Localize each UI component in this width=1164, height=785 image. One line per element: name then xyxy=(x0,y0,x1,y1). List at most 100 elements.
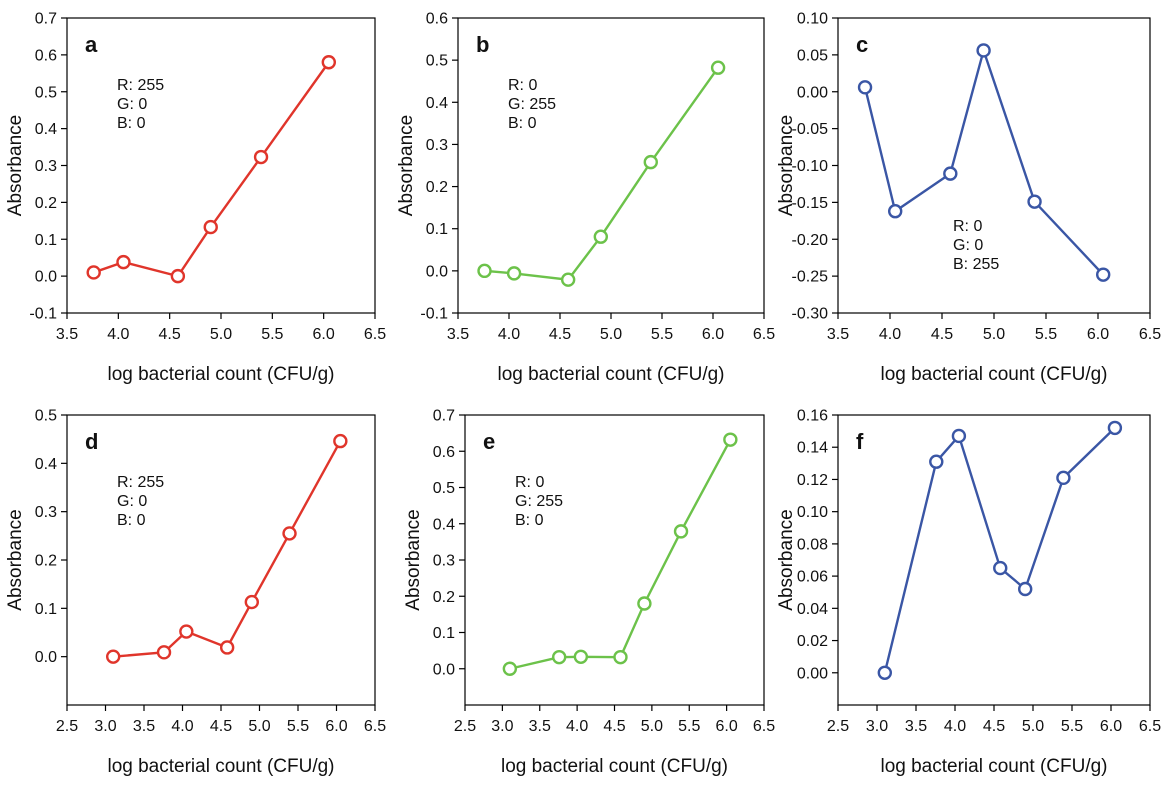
panel-e-x-tick-label: 6.5 xyxy=(753,718,775,735)
panel-d-x-tick-label: 4.5 xyxy=(210,718,232,735)
panel-e-data-point xyxy=(637,596,652,611)
panel-c-y-axis-title: Absorbance xyxy=(776,115,797,216)
panel-b: 3.5 4.0 4.5 5.0 5.5 6.0 6.5 -0.1 0.0 0.1 0.2 0.3 0.4… xyxy=(396,11,775,386)
panel-a-y-tick-label: 0.6 xyxy=(35,47,57,64)
panel-e-y-tick-label: 0.6 xyxy=(433,444,455,461)
panel-e-data-point xyxy=(551,649,567,665)
panel-f-x-tick-label: 6.0 xyxy=(1100,718,1122,735)
panel-e-x-tick-label: 5.5 xyxy=(678,718,700,735)
panel-c-y-tick-label: -0.25 xyxy=(792,269,829,286)
panel-a-rgb-note: B: 0 xyxy=(117,115,146,132)
panel-d: 2.5 3.0 3.5 4.0 4.5 5.0 5.5 6.0 6.5 0.0 0.1 0.2 0.3 0… xyxy=(5,408,386,778)
panel-a-rgb-note: R: 255 xyxy=(117,77,164,94)
panel-e-x-tick-label: 2.5 xyxy=(454,718,476,735)
panel-b-rgb-note: G: 255 xyxy=(508,96,556,113)
panel-b-x-tick-label: 5.5 xyxy=(651,326,673,343)
panel-a-y-axis-title: Absorbance xyxy=(5,115,26,216)
panel-d-y-tick-label: 0.3 xyxy=(35,504,57,521)
panel-c-x-tick-label: 4.5 xyxy=(931,326,953,343)
panel-f-data-point xyxy=(929,454,944,469)
panel-f-x-tick-label: 3.0 xyxy=(866,718,888,735)
panel-f-x-tick-label: 5.0 xyxy=(1022,718,1044,735)
panel-d-data-point xyxy=(282,526,297,541)
panel-d-data-point xyxy=(244,594,260,610)
panel-a-x-tick-label: 5.5 xyxy=(261,326,283,343)
panel-e-rgb-note: G: 255 xyxy=(515,493,563,510)
panel-d-y-tick-label: 0.2 xyxy=(35,553,57,570)
panel-c-x-tick-label: 6.0 xyxy=(1087,326,1109,343)
panel-a-data-point xyxy=(253,149,269,165)
panel-c-x-tick-label: 6.5 xyxy=(1139,326,1161,343)
panel-e-y-tick-label: 0.3 xyxy=(433,553,455,570)
panel-f-x-tick-label: 5.5 xyxy=(1061,718,1083,735)
panel-a-y-tick-label: 0.5 xyxy=(35,84,57,101)
panel-c: 3.5 4.0 4.5 5.0 5.5 6.0 6.5 -0.30 -0.25 -0.20 -0.1… xyxy=(776,11,1161,386)
panel-b-y-tick-label: 0.4 xyxy=(426,95,448,112)
panel-b-rgb-note: B: 0 xyxy=(508,115,537,132)
panel-b-y-tick-label: 0.3 xyxy=(426,137,448,154)
panel-d-rgb-note: G: 0 xyxy=(117,493,147,510)
panel-d-data-point xyxy=(219,640,235,655)
panel-a-x-tick-label: 3.5 xyxy=(56,326,78,343)
panel-c-rgb-note: G: 0 xyxy=(953,237,983,254)
panel-d-letter: d xyxy=(85,429,98,454)
panel-d-x-tick-label: 6.5 xyxy=(364,718,386,735)
panel-a: 3.5 4.0 4.5 5.0 5.5 6.0 6.5 -0.1 0.0 0.1 0.2 0.3 0.4… xyxy=(5,11,386,386)
panel-e-x-tick-label: 3.0 xyxy=(491,718,513,735)
panel-f-x-tick-label: 4.5 xyxy=(983,718,1005,735)
panel-a-x-tick-label: 4.0 xyxy=(107,326,129,343)
panel-e: 2.5 3.0 3.5 4.0 4.5 5.0 5.5 6.0 6.5 0.0 0.1 0.2 0.3 0… xyxy=(403,408,775,778)
panel-f-y-tick-label: 0.02 xyxy=(797,633,828,650)
panel-a-y-tick-label: 0.2 xyxy=(35,195,57,212)
panel-e-data-point xyxy=(502,661,518,676)
panel-f-y-tick-label: 0.14 xyxy=(797,440,828,457)
panel-f-data-point xyxy=(877,665,892,680)
panel-b-data-point xyxy=(560,272,576,287)
panel-a-data-point xyxy=(86,265,101,280)
panel-a-x-tick-label: 6.0 xyxy=(313,326,335,343)
panel-e-y-tick-label: 0.0 xyxy=(433,661,455,678)
panel-f-x-tick-label: 3.5 xyxy=(905,718,927,735)
panel-d-x-axis-title: log bacterial count (CFU/g) xyxy=(107,756,334,777)
panel-b-y-axis-title: Absorbance xyxy=(396,115,417,216)
panel-d-y-tick-label: 0.0 xyxy=(35,649,57,666)
panel-a-data-point xyxy=(116,254,131,270)
panel-f-letter: f xyxy=(856,429,864,454)
panel-e-y-tick-label: 0.1 xyxy=(433,625,455,642)
panel-b-x-axis-title: log bacterial count (CFU/g) xyxy=(497,364,724,385)
panel-b-data-point xyxy=(710,60,726,75)
panel-d-y-tick-label: 0.4 xyxy=(35,456,57,473)
panel-b-y-tick-label: 0.2 xyxy=(426,179,448,196)
panel-b-x-tick-label: 5.0 xyxy=(600,326,622,343)
panel-b-x-tick-label: 6.0 xyxy=(702,326,724,343)
panel-d-y-tick-label: 0.1 xyxy=(35,601,57,618)
panel-c-y-tick-label: -0.30 xyxy=(792,306,829,323)
panel-e-data-point xyxy=(723,432,738,447)
panel-e-data-point xyxy=(673,524,689,539)
panel-c-x-tick-label: 5.0 xyxy=(983,326,1005,343)
panel-b-data-point xyxy=(643,154,658,170)
panel-e-x-tick-label: 4.5 xyxy=(603,718,625,735)
panel-a-x-tick-label: 4.5 xyxy=(159,326,181,343)
panel-c-x-tick-label: 3.5 xyxy=(827,326,849,343)
panel-b-x-tick-label: 4.5 xyxy=(549,326,571,343)
panel-e-y-tick-label: 0.7 xyxy=(433,408,455,425)
panel-e-rgb-note: B: 0 xyxy=(515,512,544,529)
panel-d-data-point xyxy=(333,433,348,449)
panel-a-data-point xyxy=(170,268,186,284)
panel-f-data-point xyxy=(1056,470,1071,486)
panel-c-y-tick-label: 0.10 xyxy=(797,11,828,28)
panel-a-x-axis-title: log bacterial count (CFU/g) xyxy=(107,364,334,385)
panel-d-x-tick-label: 5.5 xyxy=(287,718,309,735)
panel-c-x-axis-title: log bacterial count (CFU/g) xyxy=(880,364,1107,385)
panel-c-data-point xyxy=(857,80,873,95)
panel-e-y-tick-label: 0.2 xyxy=(433,589,455,606)
panel-f-y-tick-label: 0.00 xyxy=(797,665,828,682)
panel-a-data-point xyxy=(203,219,218,235)
panel-e-x-tick-label: 6.0 xyxy=(716,718,738,735)
panel-e-x-tick-label: 4.0 xyxy=(566,718,588,735)
panel-a-rgb-note: G: 0 xyxy=(117,96,147,113)
panel-e-y-tick-label: 0.5 xyxy=(433,480,455,497)
panel-b-y-tick-label: 0.6 xyxy=(426,11,448,28)
